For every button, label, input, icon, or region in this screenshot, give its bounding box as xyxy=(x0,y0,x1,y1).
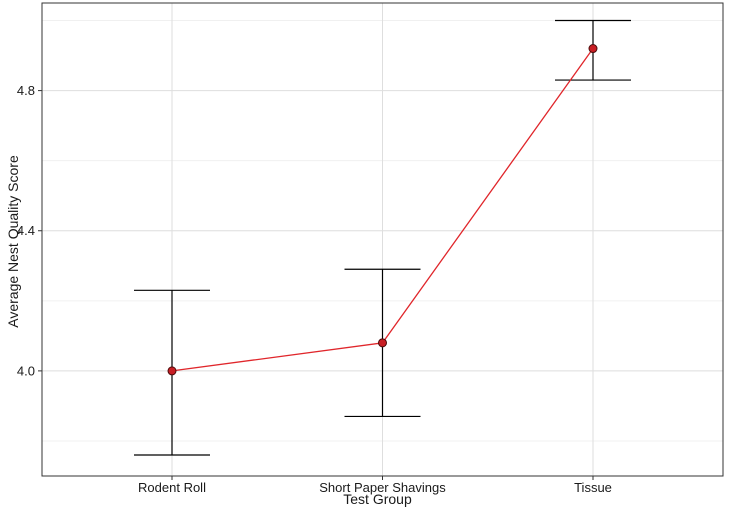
y-tick-label: 4.4 xyxy=(17,223,35,238)
y-axis: 4.0 4.4 4.8 xyxy=(17,83,42,378)
error-bars xyxy=(134,19,631,456)
y-axis-title: Average Nest Quality Score xyxy=(5,155,21,328)
x-axis-title: Test Group xyxy=(343,491,412,507)
x-tick-label: Short Paper Shavings xyxy=(319,480,446,495)
data-point xyxy=(378,338,387,348)
data-points xyxy=(167,44,598,376)
y-tick-label: 4.8 xyxy=(17,83,35,98)
x-axis: Rodent Roll Short Paper Shavings Tissue xyxy=(138,476,612,495)
x-tick-label: Rodent Roll xyxy=(138,480,206,495)
data-point xyxy=(167,366,177,376)
data-point xyxy=(588,44,598,54)
x-tick-label: Tissue xyxy=(574,480,612,495)
y-tick-label: 4.0 xyxy=(17,363,35,378)
